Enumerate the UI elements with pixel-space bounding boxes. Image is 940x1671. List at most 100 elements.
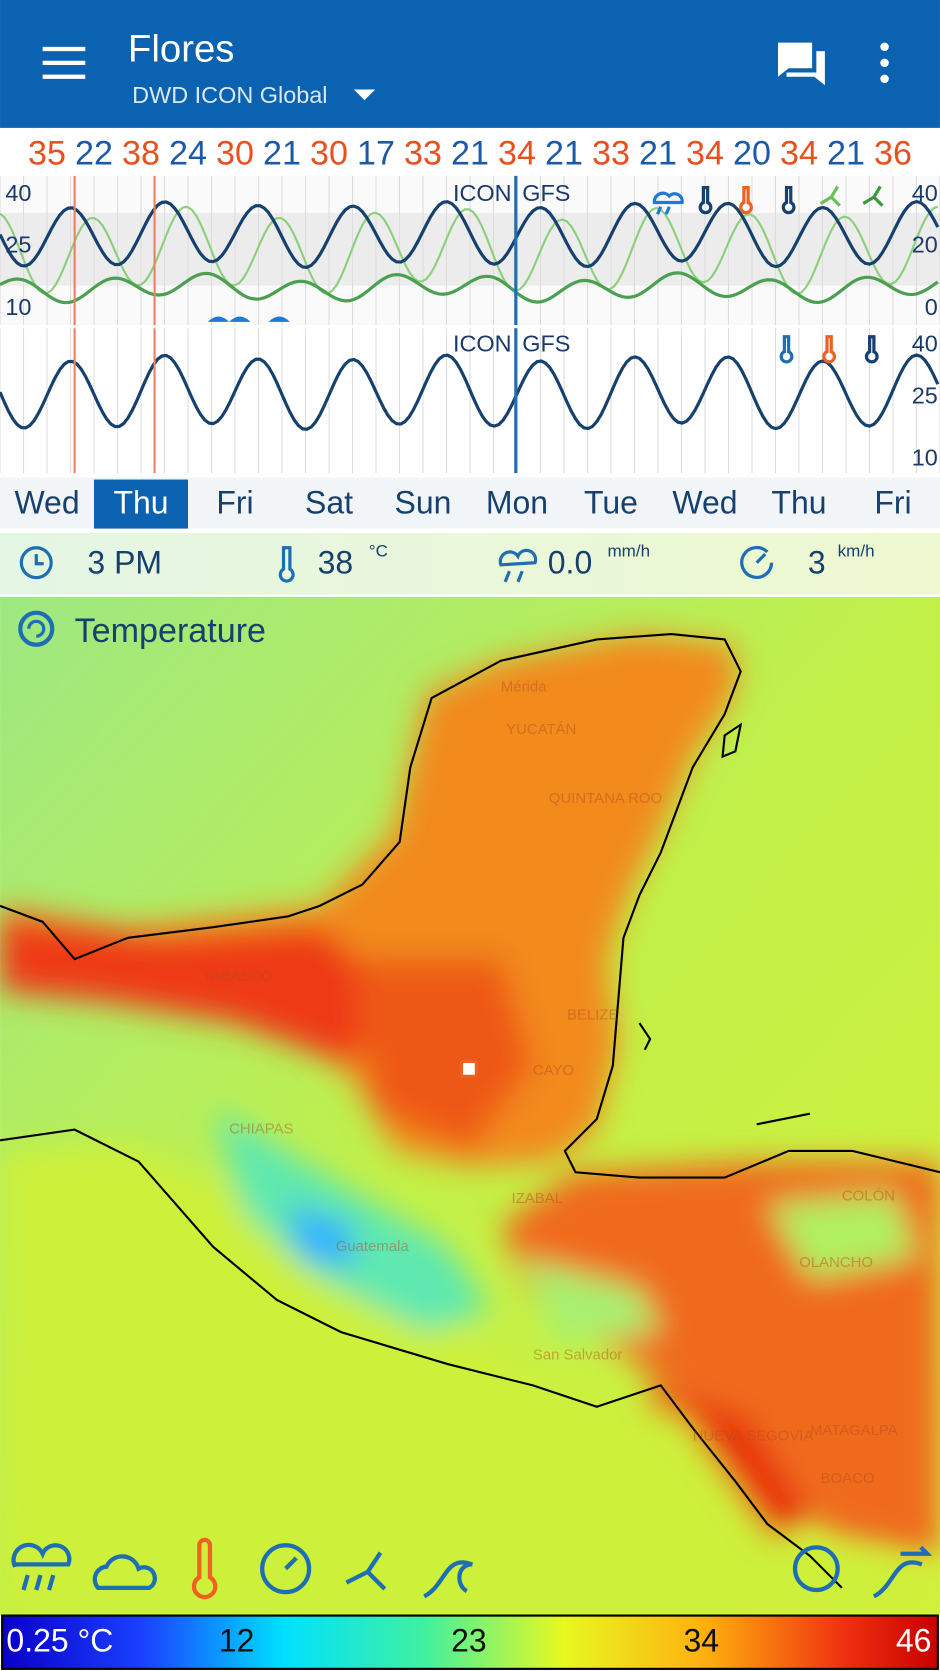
coastline — [0, 633, 940, 1589]
day-tab[interactable]: Sun — [395, 485, 452, 521]
day-tab[interactable]: Wed — [672, 485, 737, 521]
day-tab[interactable]: Wed — [14, 485, 79, 521]
location-marker[interactable] — [459, 1059, 478, 1078]
model-label: GFS — [522, 330, 570, 356]
wave-layer-button[interactable] — [423, 1560, 473, 1599]
y-tick-label: 10 — [912, 444, 938, 470]
scale-label: 34 — [683, 1623, 719, 1659]
rain-layer-button[interactable] — [11, 1542, 72, 1591]
model-selector[interactable]: DWD ICON Global — [132, 82, 376, 108]
high-temperature: 35 — [28, 135, 66, 173]
scale-label: 46 — [896, 1623, 932, 1659]
y-tick-label: 0 — [925, 294, 938, 320]
cloud-layer-button[interactable] — [92, 1554, 157, 1591]
day-tab[interactable]: Sat — [305, 485, 353, 521]
color-scale: 0.25 °C 12 23 34 46 — [1, 1614, 939, 1670]
map-label: BELIZE — [567, 1008, 618, 1024]
map[interactable]: Mérida YUCATÁN QUINTANA ROO TABASCO CHIA… — [0, 596, 940, 1616]
animate-button[interactable] — [792, 1545, 840, 1593]
y-tick-label: 40 — [5, 180, 31, 206]
y-tick-label: 40 — [912, 330, 938, 356]
temperature-field — [0, 634, 940, 1616]
map-label: MATAGALPA — [810, 1423, 898, 1439]
map-label: QUINTANA ROO — [549, 791, 662, 807]
map-label: NUEVA SEGOVIA — [693, 1428, 814, 1444]
y-tick-label: 10 — [5, 294, 31, 320]
high-temperature: 38 — [122, 135, 160, 173]
series-icons — [779, 335, 879, 364]
current-conditions: 3 PM 38 °C 0.0 mm/h 3 km/h — [0, 532, 940, 595]
day-tab[interactable]: Mon — [486, 485, 548, 521]
meteogram-bottom: ICON GFS 40 25 10 — [0, 328, 940, 474]
curves — [0, 353, 940, 431]
y-tick-label: 20 — [912, 231, 938, 257]
app-bar: Flores DWD ICON Global — [0, 0, 940, 128]
forecast-wave-button[interactable] — [872, 1545, 933, 1599]
map-label: CHIAPAS — [229, 1122, 293, 1138]
curves — [0, 199, 940, 305]
series-icons — [652, 185, 884, 215]
scale-label: 23 — [451, 1623, 487, 1659]
menu-button[interactable] — [42, 46, 86, 79]
low-temperature: 22 — [75, 135, 113, 173]
high-temperature: 30 — [310, 135, 348, 173]
map-label: YUCATÁN — [506, 721, 576, 738]
map-label: OLANCHO — [799, 1255, 873, 1271]
low-temperature: 21 — [263, 135, 301, 173]
pressure-layer-button[interactable] — [260, 1543, 312, 1595]
y-tick-label: 25 — [5, 231, 31, 257]
map-label: Guatemala — [336, 1239, 410, 1255]
map-label: San Salvador — [533, 1347, 623, 1363]
scale-label: 0.25 °C — [6, 1623, 113, 1659]
scale-label: 12 — [219, 1623, 255, 1659]
day-tab[interactable]: Fri — [874, 485, 911, 521]
precipitation-unit: mm/h — [607, 542, 650, 561]
wind-unit: km/h — [838, 542, 875, 561]
temperature-curve — [0, 199, 940, 270]
condition-icons — [19, 545, 774, 583]
model-label: GFS — [522, 180, 570, 206]
map-labels: Mérida YUCATÁN QUINTANA ROO TABASCO CHIA… — [203, 679, 898, 1487]
wind-layer-button[interactable] — [345, 1551, 387, 1591]
map-label: Mérida — [501, 679, 547, 695]
selected-day-highlight — [94, 479, 189, 529]
model-label: ICON — [453, 330, 512, 356]
map-label: CAYO — [533, 1063, 574, 1079]
layer-indicator[interactable]: Temperature — [18, 610, 266, 650]
high-temperature: 36 — [874, 135, 912, 173]
day-tab[interactable]: Thu — [113, 485, 168, 521]
temperature-layer-button[interactable] — [191, 1537, 218, 1600]
y-tick-label: 40 — [912, 180, 938, 206]
day-tab[interactable]: Fri — [216, 485, 253, 521]
location-title: Flores — [128, 27, 235, 70]
daily-temperatures: 35 22 38 24 30 21 30 17 33 21 34 21 33 21 34 20 34 21 36 — [28, 135, 912, 173]
temperature: 38 — [318, 544, 354, 580]
grid — [0, 328, 940, 474]
day-tab[interactable]: Thu — [771, 485, 826, 521]
low-temperature: 24 — [169, 135, 207, 173]
low-temperature: 17 — [357, 135, 395, 173]
high-temperature: 30 — [216, 135, 254, 173]
map-label: BOACO — [821, 1471, 875, 1487]
low-temperature: 21 — [545, 135, 583, 173]
low-temperature: 21 — [827, 135, 865, 173]
day-tab[interactable]: Tue — [584, 485, 638, 521]
temperature-unit: °C — [369, 542, 388, 561]
high-temperature: 33 — [592, 135, 630, 173]
comments-button[interactable] — [777, 42, 825, 86]
overflow-menu[interactable] — [880, 42, 889, 84]
gfs-curve — [0, 205, 939, 296]
high-temperature: 34 — [686, 135, 724, 173]
day-selector: Wed Thu Fri Sat Sun Mon Tue Wed Thu Fri — [0, 477, 940, 529]
layer-title: Temperature — [75, 612, 266, 650]
high-temperature: 34 — [498, 135, 536, 173]
low-temperature: 21 — [451, 135, 489, 173]
meteogram-top: 40 25 10 40 20 0 ICON GFS — [0, 175, 940, 326]
high-temperature: 33 — [404, 135, 442, 173]
map-label: TABASCO — [203, 969, 273, 985]
y-tick-label: 25 — [912, 383, 938, 409]
precipitation: 0.0 — [548, 544, 592, 580]
model-label: ICON — [453, 180, 512, 206]
